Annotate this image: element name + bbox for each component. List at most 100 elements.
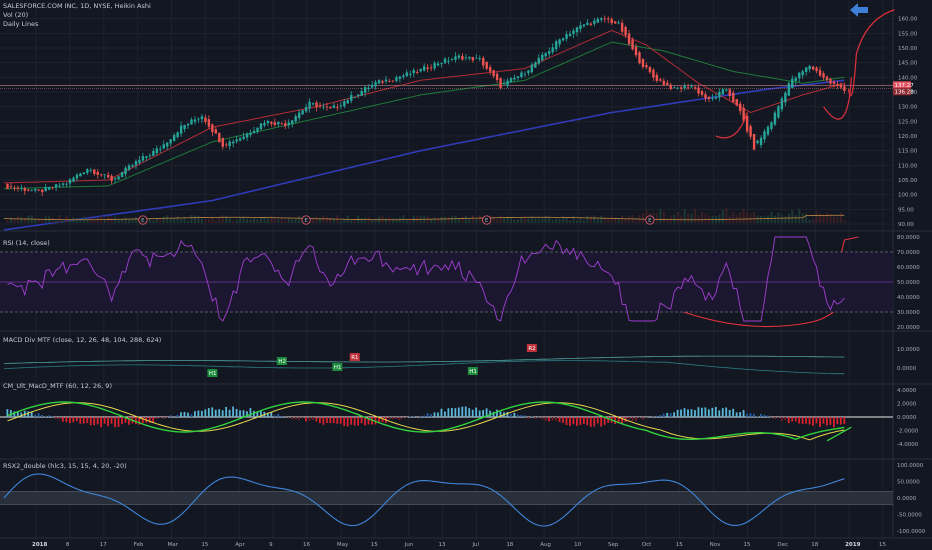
rsx-series[interactable] xyxy=(0,473,893,527)
candle-body xyxy=(620,22,624,32)
volume-bar xyxy=(760,215,763,223)
candle-body xyxy=(732,92,735,103)
rsx-line xyxy=(3,473,845,527)
volume-bar xyxy=(763,216,766,223)
candle-body xyxy=(565,34,568,39)
volume-bar xyxy=(131,218,134,223)
cm-histogram-bar xyxy=(534,417,537,419)
cm-histogram-bar xyxy=(617,417,620,424)
volume-bar xyxy=(822,214,825,223)
cm-histogram-bar xyxy=(461,406,464,417)
candle-body xyxy=(308,101,311,109)
candle-body xyxy=(391,80,395,82)
cm-histogram-bar xyxy=(551,417,554,421)
cm-histogram-bar xyxy=(298,417,300,420)
cm-histogram-bar xyxy=(193,411,196,417)
volume-bar xyxy=(582,220,585,223)
candle-body xyxy=(211,124,214,133)
price-tick-label: 160.00 xyxy=(898,17,918,23)
volume-bar xyxy=(263,218,266,223)
volume-bar xyxy=(503,218,506,223)
volume-bar xyxy=(183,217,186,223)
cm-histogram-bar xyxy=(756,416,759,417)
candle-body xyxy=(20,188,23,190)
volume-bar xyxy=(395,218,398,223)
volume-bar xyxy=(121,218,124,223)
candle-body xyxy=(572,30,575,35)
cm-histogram-bar xyxy=(13,411,16,417)
volume-bar xyxy=(641,213,644,223)
volume-bar xyxy=(558,218,561,223)
volume-bar xyxy=(812,219,815,223)
cm-histogram-bar xyxy=(836,417,839,425)
cm-histogram-bar xyxy=(485,408,488,417)
cm-histogram-bar xyxy=(760,413,762,417)
candle-body xyxy=(534,62,537,68)
volume-bar xyxy=(152,220,155,223)
cm-histogram-bar xyxy=(801,417,804,425)
price-tick-label: 90.00 xyxy=(898,222,914,228)
candle-body xyxy=(464,57,468,59)
volume-bar xyxy=(510,217,513,223)
cm-histogram-bar xyxy=(812,417,814,426)
cm-histogram-bar xyxy=(162,417,165,419)
volume-bar xyxy=(697,215,700,223)
cm-histogram-bar xyxy=(141,417,144,423)
volume-bar xyxy=(409,220,412,223)
cm-histogram-bar xyxy=(655,415,658,417)
rsi-series[interactable] xyxy=(0,236,893,322)
candle-body xyxy=(509,78,513,82)
cm-histogram-bar xyxy=(815,417,818,424)
divergence-label: R1 xyxy=(351,355,358,361)
cm-macd-extension xyxy=(826,426,852,442)
cm-histogram-bar xyxy=(489,410,491,417)
volume-bar xyxy=(9,217,12,223)
candle-body xyxy=(433,63,436,69)
volume-bar xyxy=(162,216,165,223)
macd-axis-ticks: 10.0000 0.0000 xyxy=(897,347,920,372)
cm-histogram-bar xyxy=(280,416,283,417)
candle-body xyxy=(159,148,162,150)
candle-body xyxy=(676,87,679,89)
candle-body xyxy=(426,67,429,69)
candle-body xyxy=(742,108,745,121)
volume-bar xyxy=(607,219,610,223)
cm-tick-label: -2.0000 xyxy=(897,429,919,435)
volume-bar xyxy=(676,211,679,223)
cm-macd-series[interactable] xyxy=(0,401,893,442)
volume-bar xyxy=(794,214,797,223)
volume-bar xyxy=(402,215,405,223)
volume-bar xyxy=(249,219,252,223)
candle-body xyxy=(315,102,318,108)
rsx-tick-label: -100.0000 xyxy=(897,529,926,535)
volume-bar xyxy=(93,220,96,223)
macd-div-series[interactable]: H1 H2 H1 R1 H1 R2 xyxy=(3,344,845,377)
cm-histogram-bar xyxy=(780,417,783,422)
candle-body xyxy=(169,139,172,144)
candle-body xyxy=(478,58,481,60)
volume-bar xyxy=(23,219,26,223)
cm-histogram-bar xyxy=(444,411,446,417)
volume-bar xyxy=(173,217,176,223)
candle-body xyxy=(96,171,99,175)
cm-histogram-bar xyxy=(735,412,738,417)
candle-body xyxy=(402,75,405,77)
volume-bar xyxy=(6,219,9,223)
volume-bar xyxy=(600,215,603,223)
cm-histogram-bar xyxy=(628,417,630,420)
cm-histogram-bar xyxy=(20,412,23,417)
candle-body xyxy=(593,20,596,24)
volume-bar xyxy=(690,213,693,223)
cm-histogram-bar xyxy=(586,417,589,426)
volume-bar xyxy=(124,217,127,223)
volume-bar xyxy=(211,217,214,223)
time-axis-label: 10 xyxy=(574,542,581,548)
price-tick-label: 95.00 xyxy=(898,207,914,213)
time-axis[interactable]: 2018 8 17 Feb Mar 15 Apr 9 16 May 15 Jun 13 Jul 18 Aug 1… xyxy=(32,542,886,548)
volume-bar xyxy=(34,218,37,223)
cm-histogram-bar xyxy=(270,412,273,417)
candlestick-series[interactable] xyxy=(6,15,846,196)
cm-histogram-bar xyxy=(437,412,439,417)
